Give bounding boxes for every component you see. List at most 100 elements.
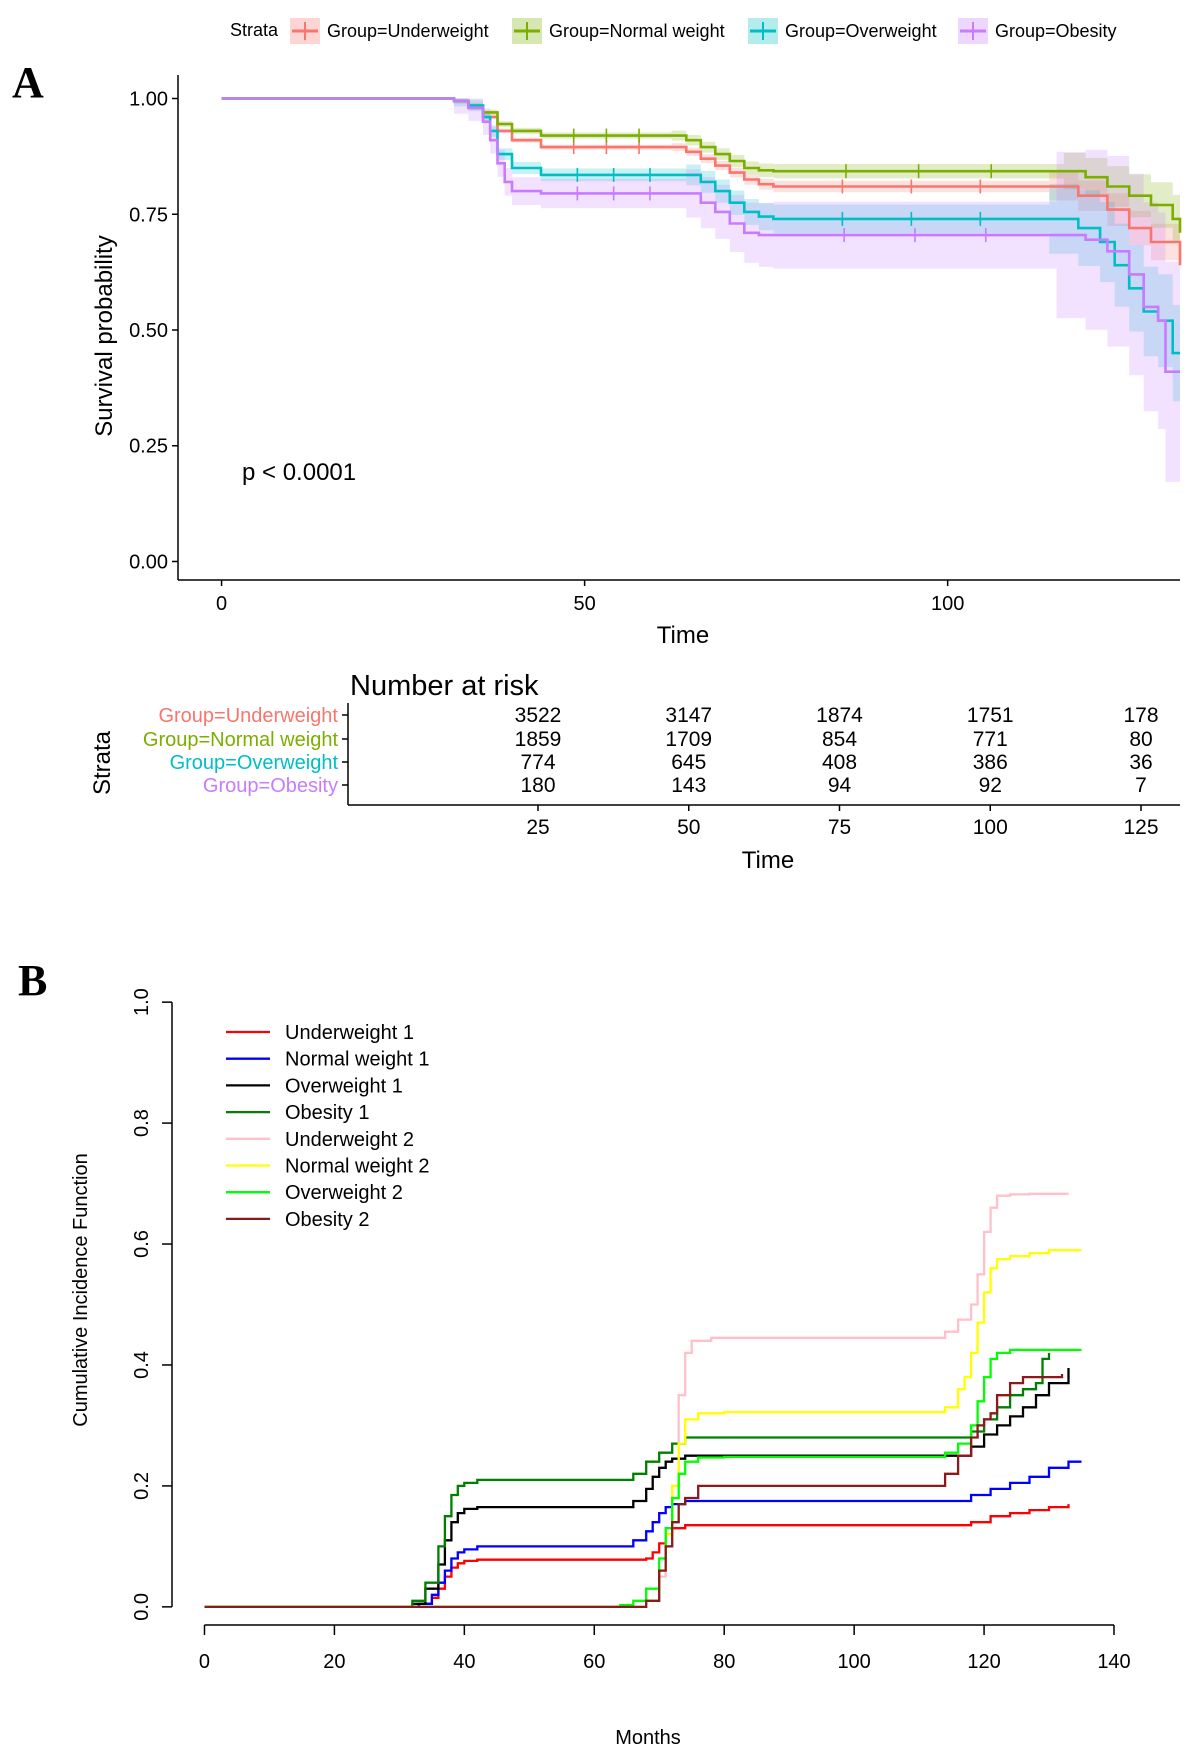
cif-curve-underweight-1 [204, 1504, 1070, 1609]
km-curve-group-normal-weight [221, 97, 1182, 233]
km-y-axis-title: Survival probability [91, 235, 118, 436]
cif-legend-entry-overweight-1: Overweight 1 [226, 1075, 403, 1097]
cif-legend-label-overweight-1: Overweight 1 [285, 1075, 403, 1097]
risk-table-cell: 1751 [967, 704, 1014, 727]
risk-table-row-label-group-overweight: Group=Overweight [170, 752, 339, 774]
cif-legend-entry-obesity-2: Obesity 2 [226, 1209, 369, 1231]
risk-table-cell: 3147 [665, 704, 712, 727]
cif-x-tick-label: 40 [453, 1651, 475, 1673]
km-legend-entry-group-obesity: Group=Obesity [958, 18, 1117, 44]
km-survival-curves [221, 97, 1182, 373]
km-curve-group-overweight [221, 97, 1180, 355]
cif-legend-entry-underweight-1: Underweight 1 [226, 1022, 414, 1044]
km-pvalue-annotation: p < 0.0001 [242, 459, 356, 486]
risk-table-cell: 1709 [665, 728, 712, 751]
risk-table-cell: 771 [973, 728, 1008, 751]
cif-legend-entry-underweight-2: Underweight 2 [226, 1129, 414, 1151]
risk-table-cell: 774 [520, 751, 555, 774]
cif-legend-label-normal-weight-2: Normal weight 2 [285, 1156, 430, 1178]
cif-legend-label-obesity-2: Obesity 2 [285, 1209, 369, 1231]
km-confidence-bands [221, 98, 1181, 486]
risk-table-row-label-group-obesity: Group=Obesity [203, 775, 338, 797]
cif-curve-overweight-1 [204, 1368, 1070, 1609]
risk-table-x-tick-label: 75 [828, 816, 851, 839]
cif-y-tick-label: 0.8 [131, 1109, 153, 1137]
risk-table-cell: 36 [1129, 751, 1152, 774]
risk-table-cell: 143 [671, 774, 706, 797]
cif-curve-normal-weight-1 [204, 1460, 1082, 1609]
risk-table-cell: 92 [979, 774, 1002, 797]
cif-legend-label-normal-weight-1: Normal weight 1 [285, 1049, 430, 1071]
cif-x-tick-label: 20 [323, 1651, 345, 1673]
risk-table-x-tick-label: 25 [526, 816, 549, 839]
cif-legend-label-obesity-1: Obesity 1 [285, 1102, 369, 1124]
cif-legend: Underweight 1 Normal weight 1 Overweight 1… [226, 1022, 430, 1231]
risk-table-x-tick-label: 125 [1123, 816, 1158, 839]
km-y-tick-label: 1.00 [129, 89, 168, 111]
km-y-tick-label: 0.50 [129, 320, 168, 342]
km-legend-entry-group-normal-weight: Group=Normal weight [512, 18, 725, 44]
km-legend: Strata Group=Underweight Group=Normal wei… [230, 18, 1117, 44]
risk-table-x-tick-label: 100 [973, 816, 1008, 839]
cif-legend-label-underweight-2: Underweight 2 [285, 1129, 414, 1151]
risk-table-cell: 178 [1123, 704, 1158, 727]
km-legend-label-group-overweight: Group=Overweight [785, 21, 937, 41]
km-y-tick-label: 0.25 [129, 436, 168, 458]
cif-plot: 0.0 0.2 0.4 0.6 0.8 1.0 0 20 40 60 80 100 120 140 Und… [70, 988, 1131, 1749]
cif-x-tick-label: 140 [1097, 1651, 1130, 1673]
km-x-tick-label: 100 [931, 593, 964, 615]
cif-x-tick-label: 120 [967, 1651, 1000, 1673]
risk-table-cell: 1874 [816, 704, 863, 727]
km-legend-label-group-normal-weight: Group=Normal weight [549, 21, 725, 41]
risk-table-cell: 408 [822, 751, 857, 774]
risk-table-cell: 854 [822, 728, 857, 751]
risk-table-row-label-group-normal-weight: Group=Normal weight [143, 729, 339, 751]
risk-table-cell: 7 [1135, 774, 1147, 797]
km-legend-entry-group-underweight: Group=Underweight [290, 18, 489, 44]
panel-b-label: B [18, 956, 47, 1005]
cif-curve-normal-weight-2 [204, 1248, 1082, 1609]
panel-a-label: A [12, 58, 44, 107]
cif-y-tick-label: 0.2 [131, 1472, 153, 1500]
km-band-group-normal-weight [221, 98, 1181, 258]
risk-table-cell: 1859 [515, 728, 562, 751]
cif-axes: 0.0 0.2 0.4 0.6 0.8 1.0 0 20 40 60 80 100 120 140 [131, 988, 1131, 1673]
cif-legend-entry-obesity-1: Obesity 1 [226, 1102, 369, 1124]
cif-legend-label-underweight-1: Underweight 1 [285, 1022, 414, 1044]
cif-curve-underweight-2 [204, 1192, 1069, 1609]
cif-curves [204, 1192, 1082, 1609]
risk-table-title: Number at risk [350, 670, 539, 702]
cif-y-axis-title: Cumulative Incidence Function [70, 1153, 92, 1426]
cif-y-tick-label: 1.0 [131, 988, 153, 1016]
cif-x-tick-label: 60 [583, 1651, 605, 1673]
risk-table: Number at risk Strata Time Group=Underwe… [89, 670, 1180, 874]
km-y-tick-label: 0.75 [129, 204, 168, 226]
km-axes: 0.00 0.25 0.50 0.75 1.00 0 50 100 [129, 75, 1180, 615]
cif-x-tick-label: 0 [199, 1651, 210, 1673]
km-legend-title: Strata [230, 20, 279, 40]
risk-table-cell: 645 [671, 751, 706, 774]
cif-x-tick-label: 80 [713, 1651, 735, 1673]
cif-y-tick-label: 0.4 [131, 1351, 153, 1379]
km-curve-group-obesity [221, 97, 1180, 373]
cif-legend-label-overweight-2: Overweight 2 [285, 1182, 403, 1204]
km-legend-label-group-underweight: Group=Underweight [327, 21, 489, 41]
risk-table-row-label-group-underweight: Group=Underweight [158, 705, 338, 727]
cif-x-axis-title: Months [615, 1727, 681, 1749]
cif-y-tick-label: 0.0 [131, 1593, 153, 1621]
risk-table-cell: 386 [973, 751, 1008, 774]
cif-y-tick-label: 0.6 [131, 1230, 153, 1258]
risk-table-x-tick-label: 50 [677, 816, 700, 839]
km-band-group-underweight [221, 98, 1181, 285]
risk-table-cell: 3522 [515, 704, 562, 727]
km-legend-label-group-obesity: Group=Obesity [995, 21, 1117, 41]
cif-curve-overweight-2 [204, 1348, 1082, 1609]
cif-curve-obesity-1 [204, 1352, 1051, 1609]
risk-table-cell: 80 [1129, 728, 1152, 751]
km-y-tick-label: 0.00 [129, 551, 168, 573]
km-survival-plot: 0.00 0.25 0.50 0.75 1.00 0 50 100 p < 0.0001 Ti… [91, 75, 1182, 649]
risk-table-cell: 180 [520, 774, 555, 797]
km-x-axis-title: Time [657, 622, 709, 649]
cif-x-tick-label: 100 [837, 1651, 870, 1673]
km-x-tick-label: 0 [216, 593, 227, 615]
